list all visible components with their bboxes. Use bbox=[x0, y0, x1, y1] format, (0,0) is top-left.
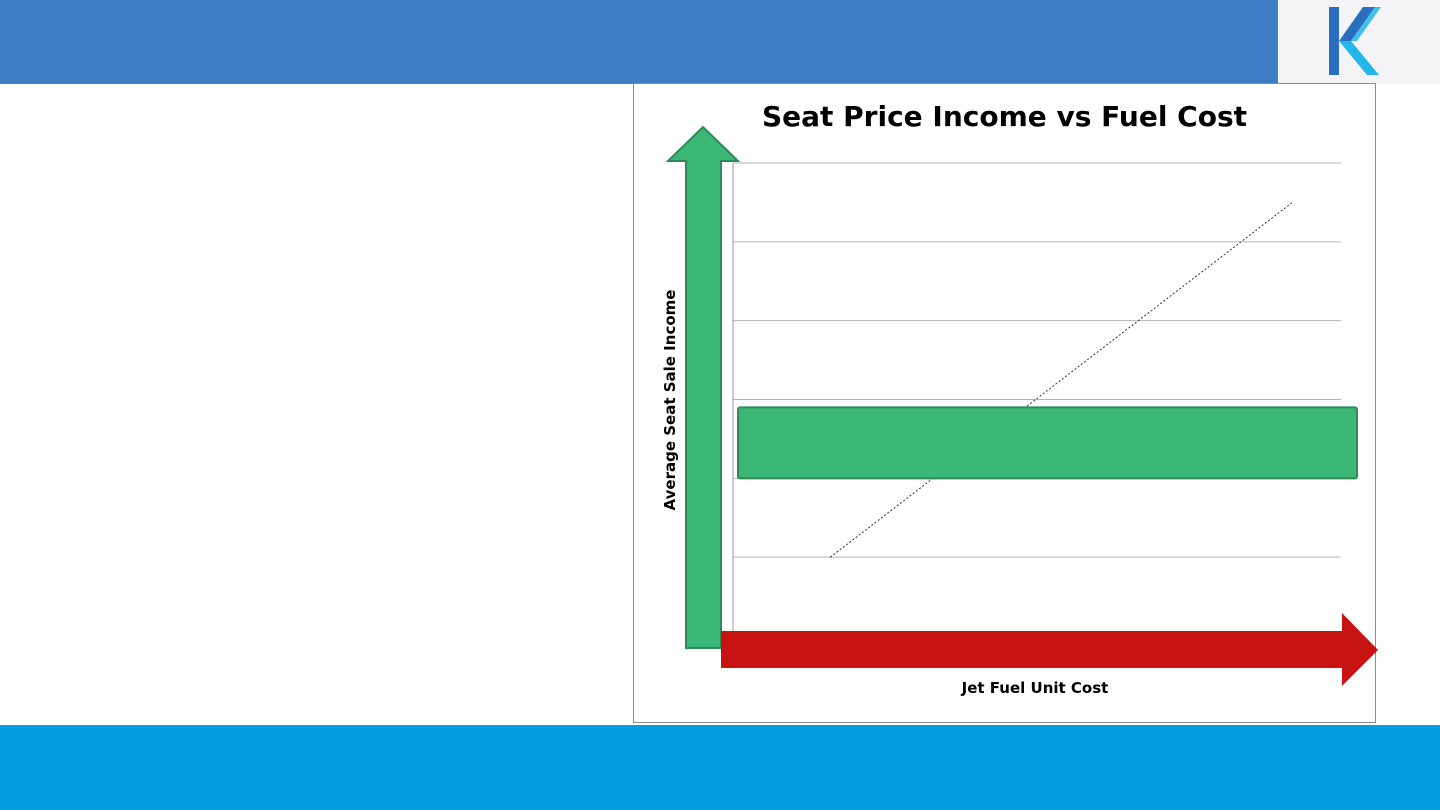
chart-area bbox=[633, 83, 1376, 723]
y-axis-arrow bbox=[665, 125, 741, 649]
x-axis-arrow bbox=[721, 613, 1378, 686]
trend-line bbox=[829, 202, 1293, 558]
highlight-band bbox=[737, 406, 1358, 480]
logo-container bbox=[1278, 0, 1440, 84]
gridlines bbox=[733, 162, 1341, 558]
header-band bbox=[0, 0, 1278, 84]
footer-band bbox=[0, 725, 1440, 810]
x-axis-label: Jet Fuel Unit Cost bbox=[961, 679, 1109, 697]
series-layer bbox=[829, 202, 1293, 558]
y-axis-label: Average Seat Sale Income bbox=[661, 290, 679, 511]
chart-title: Seat Price Income vs Fuel Cost bbox=[761, 100, 1248, 133]
k-logo-icon bbox=[1329, 7, 1381, 75]
